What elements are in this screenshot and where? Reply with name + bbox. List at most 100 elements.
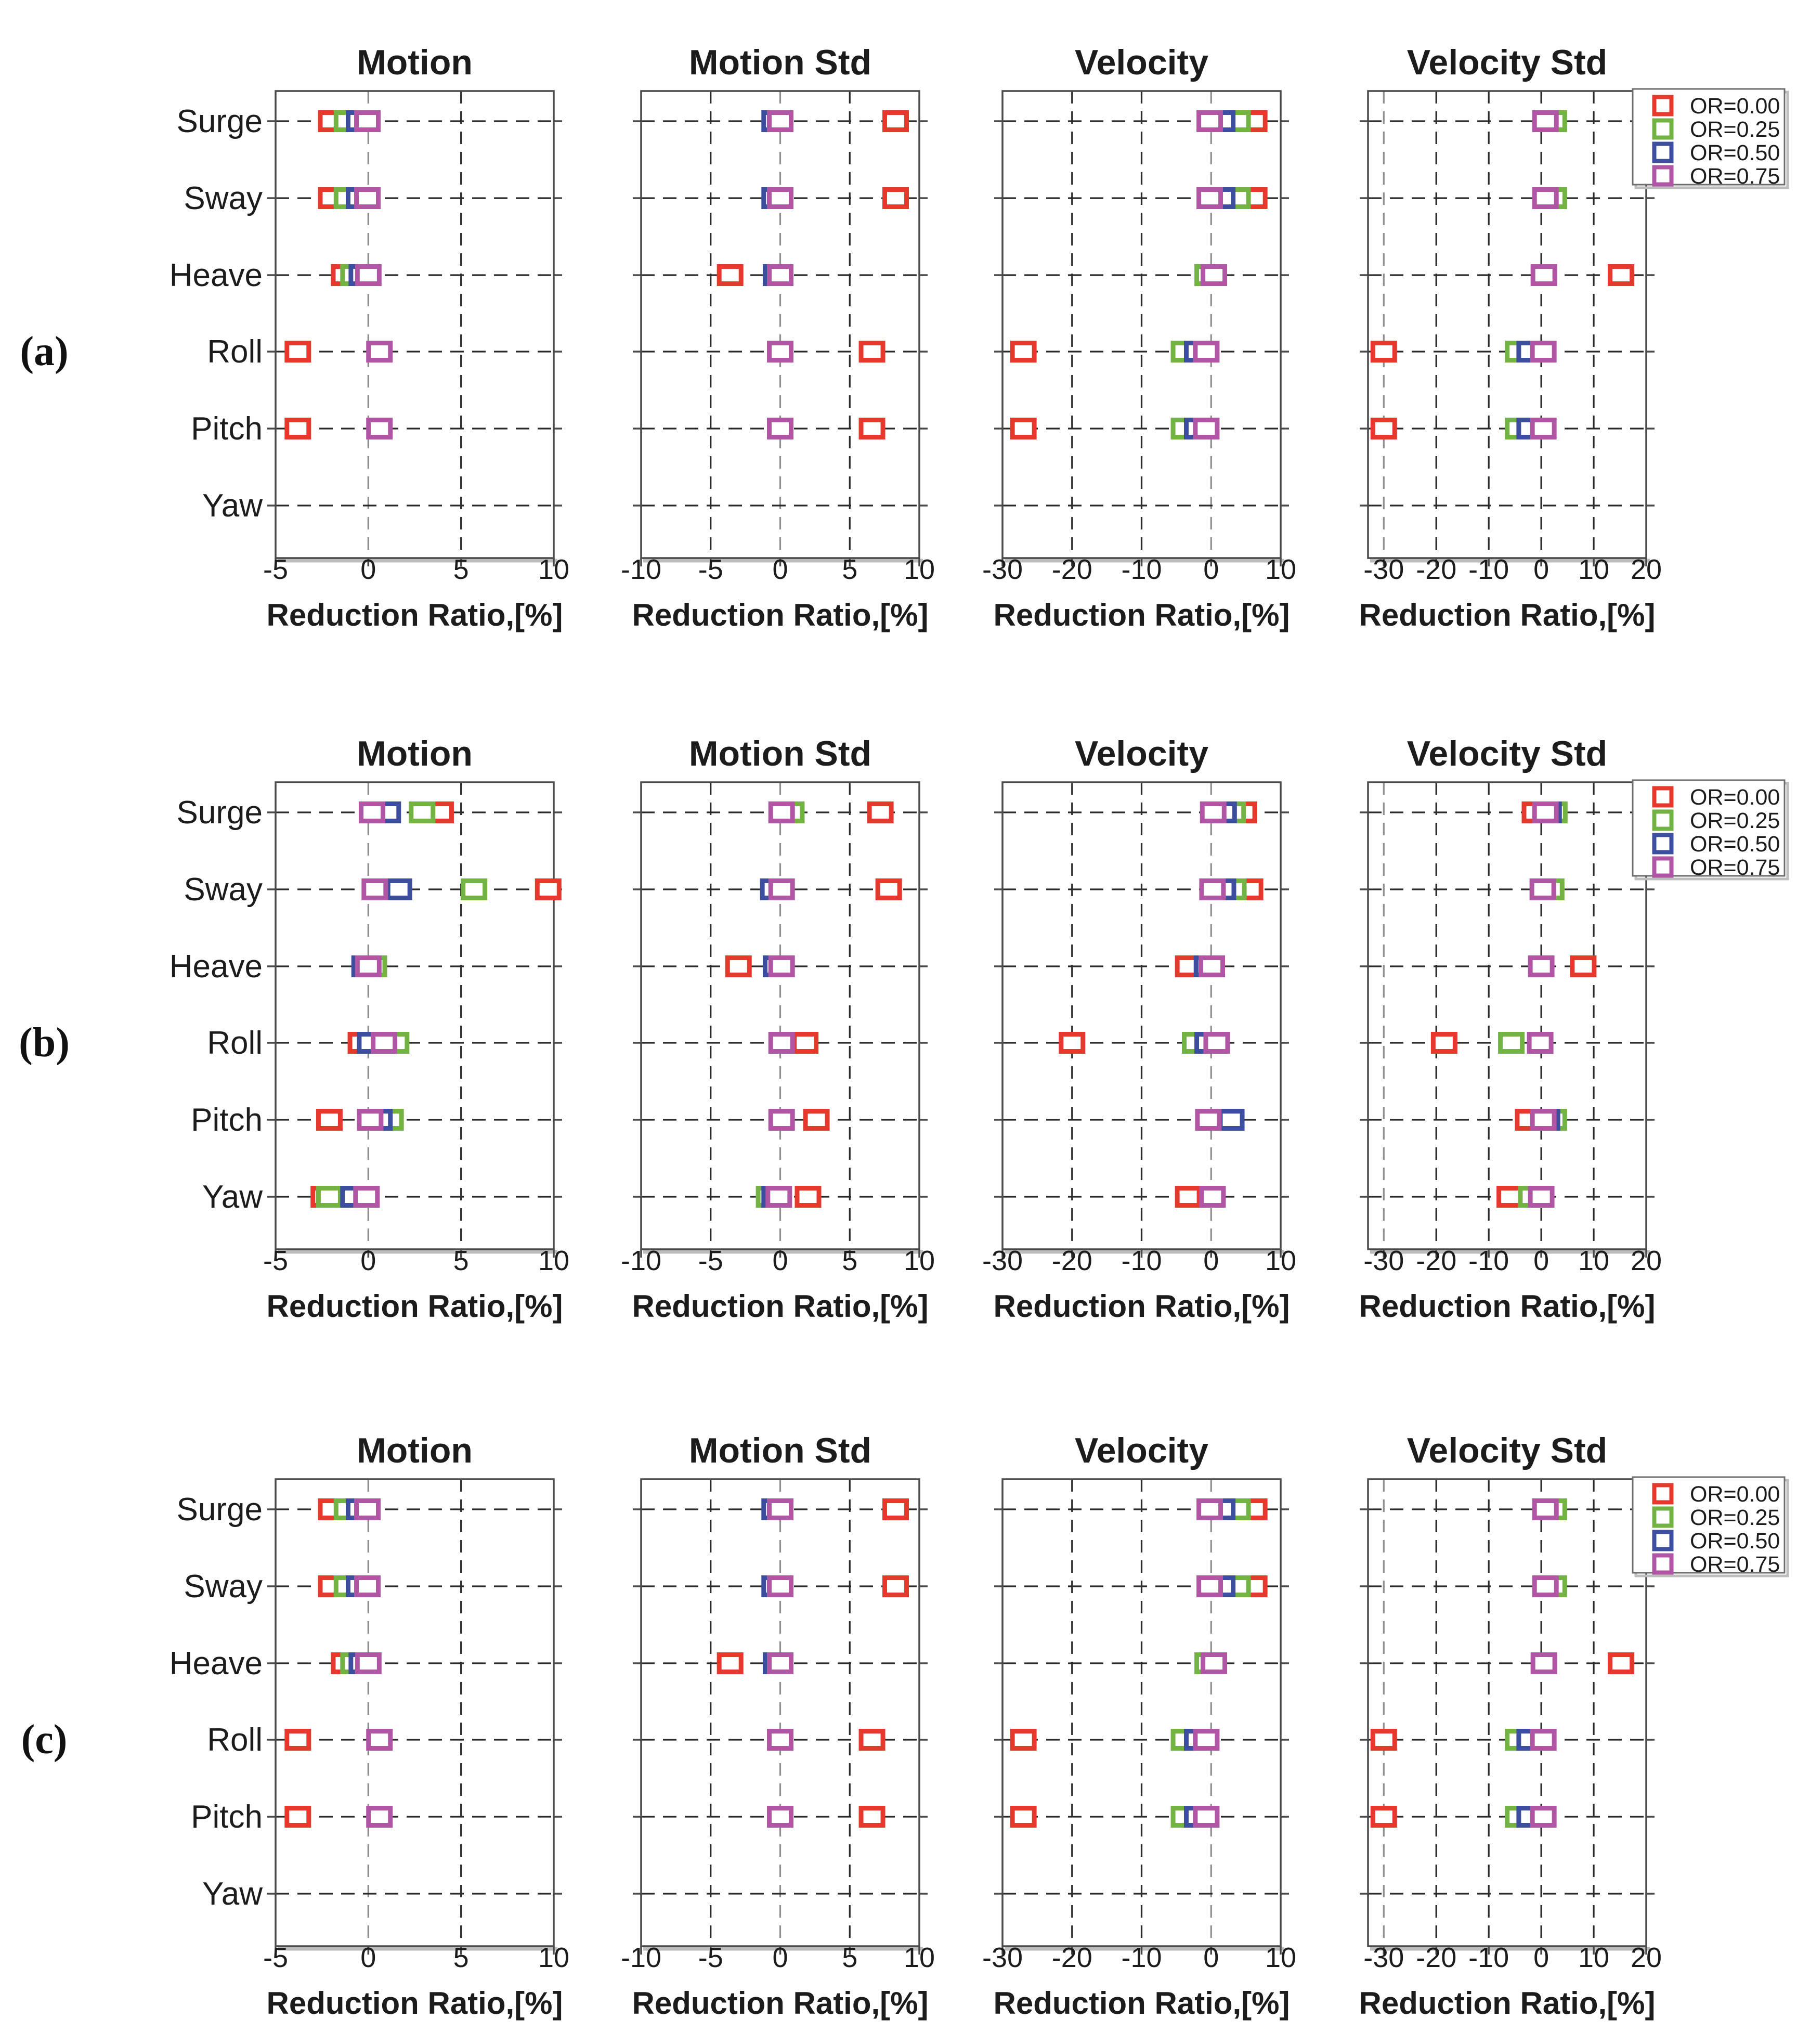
marker-or-0.50-sway xyxy=(385,878,412,900)
marker-or-0.75-surge xyxy=(354,110,381,132)
legend-label: OR=0.50 xyxy=(1690,832,1780,857)
panel-title: Motion Std xyxy=(689,734,871,773)
marker-or-0.00-pitch xyxy=(858,1806,886,1828)
x-tick-label: -10 xyxy=(621,1942,661,1973)
marker-or-0.00-heave xyxy=(717,264,744,286)
panel-velocity-std: -30 -20 -10 0 10 20 Velocity Std Reduction Rati… xyxy=(1359,1431,1662,2021)
category-label-pitch: Pitch xyxy=(191,411,263,447)
legend-marker-or-0.75 xyxy=(1652,856,1674,878)
marker-or-0.00-roll xyxy=(1430,1032,1457,1054)
marker-or-0.75-pitch xyxy=(1530,1109,1557,1131)
marker-or-0.00-pitch xyxy=(1010,1806,1037,1828)
marker-or-0.75-roll xyxy=(1530,341,1557,363)
x-tick-label: -30 xyxy=(1363,1942,1404,1973)
x-tick-label: 10 xyxy=(538,554,569,585)
x-tick-label: -10 xyxy=(1468,1245,1509,1276)
marker-or-0.25-yaw xyxy=(316,1186,343,1208)
legend-marker-or-0.25 xyxy=(1652,118,1674,140)
category-label-roll: Roll xyxy=(207,334,263,370)
category-label-surge: Surge xyxy=(177,1492,263,1528)
x-tick-label: -20 xyxy=(1416,554,1456,585)
x-axis-label: Reduction Ratio,[%] xyxy=(267,1289,563,1324)
marker-or-0.75-heave xyxy=(1530,264,1557,286)
legend-marker-or-0.00 xyxy=(1652,95,1674,117)
legend-label: OR=0.25 xyxy=(1690,1505,1780,1530)
marker-or-0.75-roll xyxy=(1530,1729,1557,1751)
plot-border xyxy=(275,1478,555,1947)
panel-title: Velocity Std xyxy=(1407,43,1607,82)
legend-marker-or-0.50 xyxy=(1652,1530,1674,1551)
marker-or-0.75-pitch xyxy=(768,1109,795,1131)
x-tick-label: 5 xyxy=(842,554,857,585)
marker-or-0.75-sway xyxy=(1532,1575,1559,1597)
panel-title: Motion xyxy=(357,1431,473,1470)
marker-or-0.75-heave xyxy=(355,1652,382,1674)
marker-or-0.75-sway xyxy=(354,187,381,209)
marker-or-0.75-heave xyxy=(1201,264,1228,286)
marker-or-0.75-heave xyxy=(768,955,795,977)
category-label-yaw: Yaw xyxy=(202,1876,263,1912)
marker-or-0.75-sway xyxy=(1529,878,1556,900)
x-tick-label: -10 xyxy=(1121,554,1162,585)
x-axis-label: Reduction Ratio,[%] xyxy=(1359,598,1656,632)
marker-or-0.75-sway xyxy=(1532,187,1559,209)
plot-border xyxy=(275,781,555,1250)
legend-label: OR=0.50 xyxy=(1690,1529,1780,1554)
panel-motion: -5 0 5 10 Motion Reduction Ratio,[%] xyxy=(263,1431,569,2021)
marker-or-0.75-pitch xyxy=(366,418,393,439)
panel-velocity-std: -30 -20 -10 0 10 20 Velocity Std Reduction Rati… xyxy=(1359,734,1662,1324)
marker-or-0.75-roll xyxy=(767,341,793,363)
x-tick-label: 10 xyxy=(1265,554,1296,585)
x-tick-label: -5 xyxy=(263,1942,288,1973)
category-label-pitch: Pitch xyxy=(191,1102,263,1138)
marker-or-0.75-heave xyxy=(355,955,382,977)
marker-or-0.75-surge xyxy=(1196,1498,1223,1520)
x-axis-label: Reduction Ratio,[%] xyxy=(267,1986,563,2021)
marker-or-0.00-pitch xyxy=(284,1806,311,1828)
row-label: (c) xyxy=(21,1717,68,1763)
marker-or-0.00-roll xyxy=(1370,341,1397,363)
x-tick-label: -10 xyxy=(621,1245,661,1276)
marker-or-0.00-pitch xyxy=(1370,1806,1397,1828)
x-tick-label: 0 xyxy=(1203,1942,1219,1973)
x-axis-label: Reduction Ratio,[%] xyxy=(1359,1986,1656,2021)
x-tick-label: -30 xyxy=(1363,554,1404,585)
category-label-pitch: Pitch xyxy=(191,1799,263,1835)
x-axis-label: Reduction Ratio,[%] xyxy=(632,1289,929,1324)
x-tick-label: 0 xyxy=(1203,554,1219,585)
category-label-surge: Surge xyxy=(177,795,263,831)
marker-or-0.00-roll xyxy=(1370,1729,1397,1751)
marker-or-0.50-pitch xyxy=(1218,1109,1245,1131)
marker-or-0.00-roll xyxy=(284,1729,311,1751)
marker-or-0.00-heave xyxy=(725,955,752,977)
x-tick-label: -10 xyxy=(1468,1942,1509,1973)
marker-or-0.00-roll xyxy=(1010,1729,1037,1751)
marker-or-0.75-sway xyxy=(1196,1575,1223,1597)
marker-or-0.75-roll xyxy=(1203,1032,1230,1054)
x-tick-label: -10 xyxy=(1121,1942,1162,1973)
panel-velocity-std: -30 -20 -10 0 10 20 Velocity Std Reduction Rati… xyxy=(1359,43,1662,632)
x-tick-label: 10 xyxy=(1578,554,1609,585)
marker-or-0.75-heave xyxy=(1201,1652,1228,1674)
plot-border xyxy=(640,781,920,1250)
marker-or-0.00-pitch xyxy=(858,418,886,439)
legend-label: OR=0.75 xyxy=(1690,855,1780,880)
marker-or-0.75-pitch xyxy=(767,1806,793,1828)
marker-or-0.75-surge xyxy=(768,801,795,823)
x-axis-label: Reduction Ratio,[%] xyxy=(632,1986,929,2021)
marker-or-0.00-heave xyxy=(1608,264,1635,286)
legend-label: OR=0.00 xyxy=(1690,94,1780,119)
marker-or-0.00-roll xyxy=(1059,1032,1086,1054)
marker-or-0.75-roll xyxy=(366,1729,393,1751)
marker-or-0.75-heave xyxy=(1530,1652,1557,1674)
panel-title: Velocity xyxy=(1075,734,1208,773)
category-label-sway: Sway xyxy=(184,1569,263,1605)
category-label-roll: Roll xyxy=(207,1025,263,1061)
marker-or-0.75-surge xyxy=(1532,110,1559,132)
